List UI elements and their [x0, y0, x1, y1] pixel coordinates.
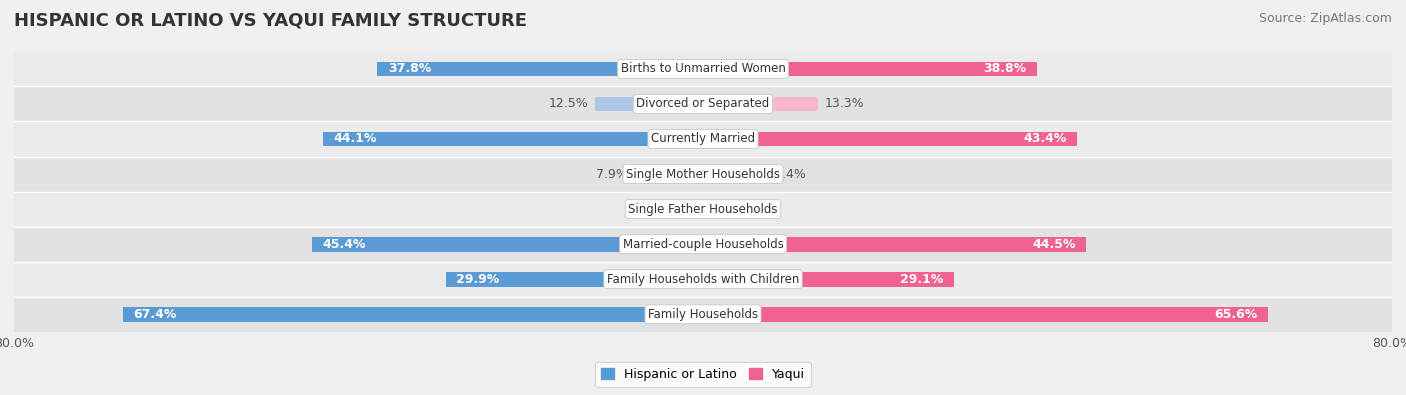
Text: 7.4%: 7.4% — [773, 167, 806, 181]
Text: 3.2%: 3.2% — [738, 203, 769, 216]
Text: 7.9%: 7.9% — [596, 167, 628, 181]
Text: 65.6%: 65.6% — [1215, 308, 1257, 321]
Bar — [703, 167, 766, 181]
Bar — [323, 132, 703, 147]
Bar — [703, 272, 953, 287]
Text: 44.1%: 44.1% — [333, 132, 377, 145]
Text: 38.8%: 38.8% — [984, 62, 1026, 75]
Bar — [703, 202, 731, 216]
Bar — [122, 307, 703, 322]
Bar — [703, 62, 1038, 76]
Text: Family Households: Family Households — [648, 308, 758, 321]
Bar — [14, 156, 1392, 192]
Bar — [14, 297, 1392, 332]
Text: Currently Married: Currently Married — [651, 132, 755, 145]
Bar — [14, 227, 1392, 261]
Text: Single Father Households: Single Father Households — [628, 203, 778, 216]
Bar — [703, 96, 817, 111]
Bar — [14, 121, 1392, 156]
Text: 67.4%: 67.4% — [134, 308, 176, 321]
Bar — [703, 132, 1077, 147]
Text: Single Mother Households: Single Mother Households — [626, 167, 780, 181]
Text: 43.4%: 43.4% — [1024, 132, 1066, 145]
Text: Family Households with Children: Family Households with Children — [607, 273, 799, 286]
Legend: Hispanic or Latino, Yaqui: Hispanic or Latino, Yaqui — [595, 362, 811, 387]
Text: 45.4%: 45.4% — [322, 238, 366, 251]
Text: 29.1%: 29.1% — [900, 273, 943, 286]
Bar — [636, 167, 703, 181]
Text: 29.9%: 29.9% — [456, 273, 499, 286]
Text: 2.8%: 2.8% — [640, 203, 672, 216]
Bar — [14, 261, 1392, 297]
Text: Births to Unmarried Women: Births to Unmarried Women — [620, 62, 786, 75]
Text: Source: ZipAtlas.com: Source: ZipAtlas.com — [1258, 12, 1392, 25]
Bar — [14, 192, 1392, 227]
Text: 13.3%: 13.3% — [824, 98, 865, 111]
Text: HISPANIC OR LATINO VS YAQUI FAMILY STRUCTURE: HISPANIC OR LATINO VS YAQUI FAMILY STRUC… — [14, 12, 527, 30]
Bar — [595, 96, 703, 111]
Bar — [703, 307, 1268, 322]
Text: Married-couple Households: Married-couple Households — [623, 238, 783, 251]
Text: Divorced or Separated: Divorced or Separated — [637, 98, 769, 111]
Bar — [703, 237, 1087, 252]
Bar — [14, 51, 1392, 87]
Bar — [377, 62, 703, 76]
Text: 37.8%: 37.8% — [388, 62, 432, 75]
Text: 12.5%: 12.5% — [548, 98, 589, 111]
Text: 44.5%: 44.5% — [1032, 238, 1076, 251]
Bar — [679, 202, 703, 216]
Bar — [446, 272, 703, 287]
Bar — [14, 87, 1392, 121]
Bar — [312, 237, 703, 252]
